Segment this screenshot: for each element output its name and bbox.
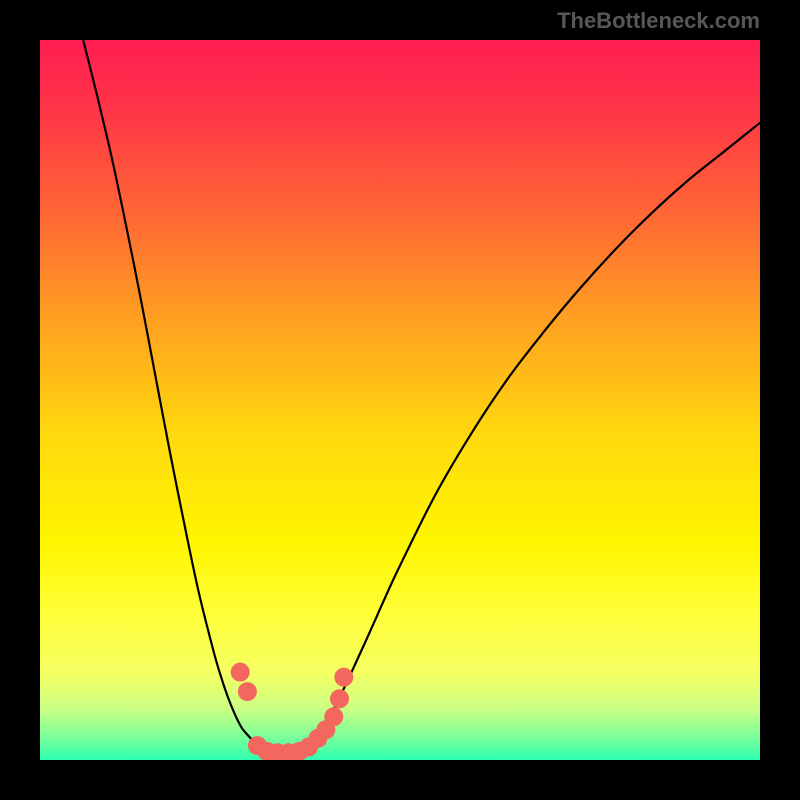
plot-area	[40, 40, 760, 760]
canvas: TheBottleneck.com	[0, 0, 800, 800]
watermark: TheBottleneck.com	[557, 8, 760, 34]
